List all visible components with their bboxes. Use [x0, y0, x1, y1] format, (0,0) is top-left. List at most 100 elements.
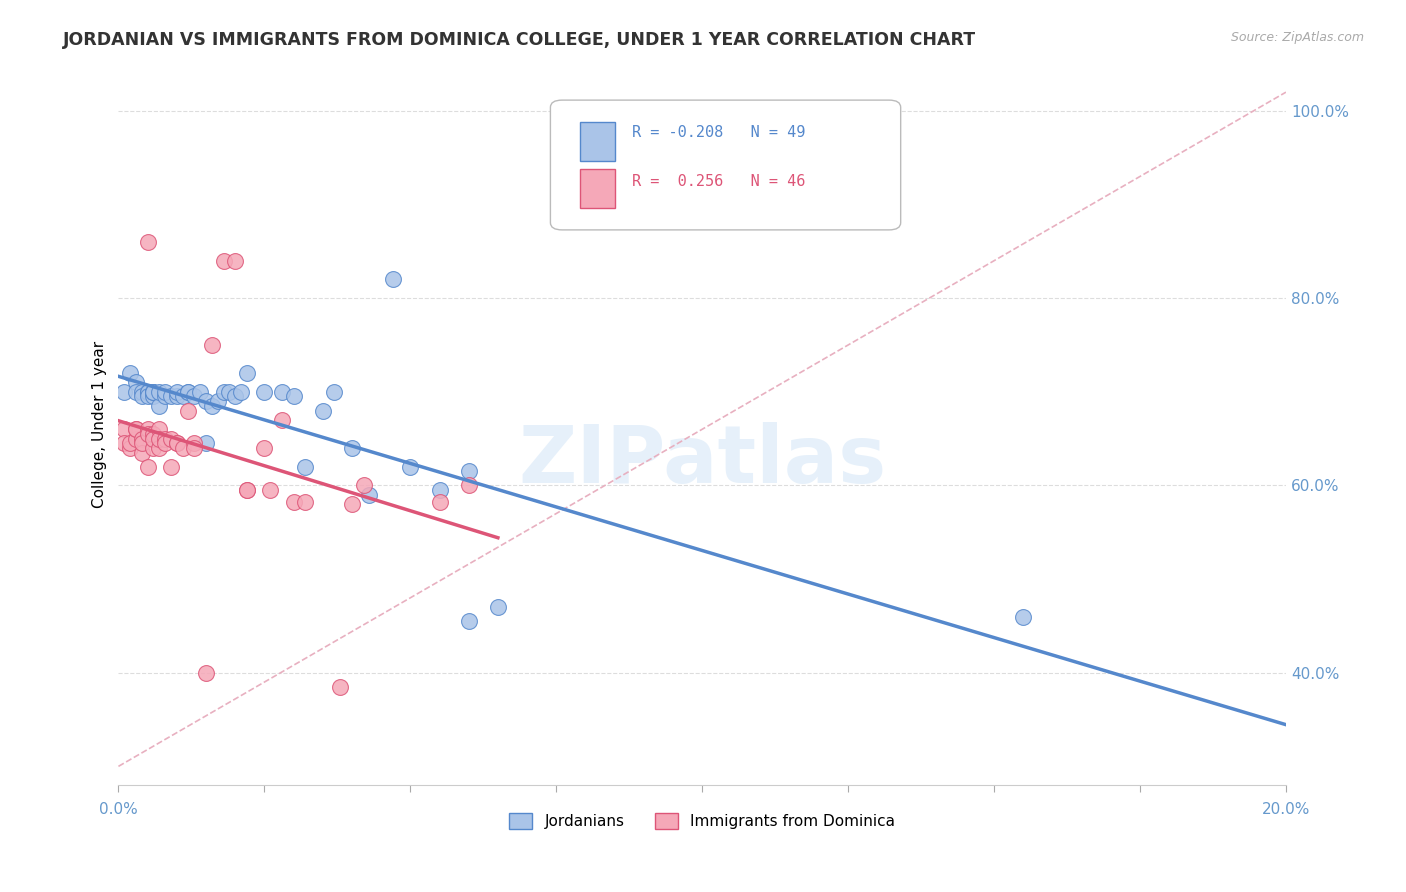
- Point: [131, 389, 153, 403]
- Point: [177, 384, 200, 399]
- Point: [353, 478, 375, 492]
- Point: [160, 389, 183, 403]
- Point: [136, 459, 159, 474]
- Point: [236, 366, 259, 380]
- Point: [253, 384, 276, 399]
- Point: [329, 680, 352, 694]
- Point: [148, 432, 170, 446]
- Point: [212, 253, 235, 268]
- Point: [136, 426, 159, 441]
- Point: [195, 436, 218, 450]
- Point: [236, 483, 259, 497]
- Point: [142, 432, 165, 446]
- Point: [160, 459, 183, 474]
- Point: [236, 483, 259, 497]
- Point: [120, 436, 142, 450]
- Point: [112, 384, 135, 399]
- Point: [294, 459, 316, 474]
- Point: [457, 478, 479, 492]
- Point: [142, 384, 165, 399]
- Point: [131, 432, 153, 446]
- Point: [125, 384, 148, 399]
- Point: [177, 403, 200, 417]
- Point: [283, 495, 305, 509]
- Point: [359, 488, 381, 502]
- Point: [136, 384, 159, 399]
- Point: [283, 389, 305, 403]
- Point: [142, 384, 165, 399]
- Point: [340, 497, 363, 511]
- Point: [201, 338, 224, 352]
- Point: [195, 665, 218, 680]
- Point: [457, 464, 479, 478]
- Point: [323, 384, 346, 399]
- Point: [312, 403, 335, 417]
- Point: [166, 384, 188, 399]
- Point: [142, 441, 165, 455]
- Point: [166, 436, 188, 450]
- Point: [131, 445, 153, 459]
- Point: [429, 483, 451, 497]
- Point: [136, 389, 159, 403]
- Point: [195, 394, 218, 409]
- Point: [142, 389, 165, 403]
- Point: [183, 441, 205, 455]
- Point: [125, 422, 148, 436]
- Point: [224, 389, 246, 403]
- Point: [429, 495, 451, 509]
- Point: [218, 384, 240, 399]
- Text: R =  0.256   N = 46: R = 0.256 N = 46: [633, 174, 806, 189]
- Point: [136, 422, 159, 436]
- Point: [253, 441, 276, 455]
- Point: [172, 441, 194, 455]
- Text: Source: ZipAtlas.com: Source: ZipAtlas.com: [1230, 31, 1364, 45]
- Point: [131, 436, 153, 450]
- Point: [207, 394, 229, 409]
- Text: 0.0%: 0.0%: [98, 802, 138, 817]
- Point: [486, 600, 509, 615]
- Point: [340, 441, 363, 455]
- Point: [172, 389, 194, 403]
- Point: [120, 366, 142, 380]
- Text: JORDANIAN VS IMMIGRANTS FROM DOMINICA COLLEGE, UNDER 1 YEAR CORRELATION CHART: JORDANIAN VS IMMIGRANTS FROM DOMINICA CO…: [63, 31, 976, 49]
- Point: [153, 432, 176, 446]
- Point: [381, 272, 404, 286]
- Point: [148, 399, 170, 413]
- FancyBboxPatch shape: [550, 100, 901, 230]
- Point: [131, 384, 153, 399]
- Point: [166, 436, 188, 450]
- Point: [229, 384, 252, 399]
- Point: [112, 436, 135, 450]
- Point: [177, 384, 200, 399]
- Point: [136, 235, 159, 249]
- Point: [1012, 609, 1035, 624]
- Point: [294, 495, 316, 509]
- Point: [148, 422, 170, 436]
- Point: [153, 389, 176, 403]
- Text: 20.0%: 20.0%: [1261, 802, 1310, 817]
- Point: [136, 384, 159, 399]
- Point: [160, 432, 183, 446]
- Point: [112, 422, 135, 436]
- Point: [148, 441, 170, 455]
- Point: [142, 384, 165, 399]
- Point: [183, 389, 205, 403]
- Point: [457, 614, 479, 628]
- Point: [153, 384, 176, 399]
- Point: [148, 384, 170, 399]
- Y-axis label: College, Under 1 year: College, Under 1 year: [93, 341, 107, 508]
- Point: [125, 432, 148, 446]
- FancyBboxPatch shape: [579, 121, 614, 161]
- Point: [142, 426, 165, 441]
- Point: [259, 483, 281, 497]
- Point: [399, 459, 422, 474]
- Point: [188, 384, 211, 399]
- Point: [270, 413, 292, 427]
- Point: [201, 399, 224, 413]
- Legend: Jordanians, Immigrants from Dominica: Jordanians, Immigrants from Dominica: [503, 807, 901, 835]
- Point: [166, 389, 188, 403]
- Point: [212, 384, 235, 399]
- Point: [153, 436, 176, 450]
- Text: R = -0.208   N = 49: R = -0.208 N = 49: [633, 125, 806, 140]
- Point: [120, 441, 142, 455]
